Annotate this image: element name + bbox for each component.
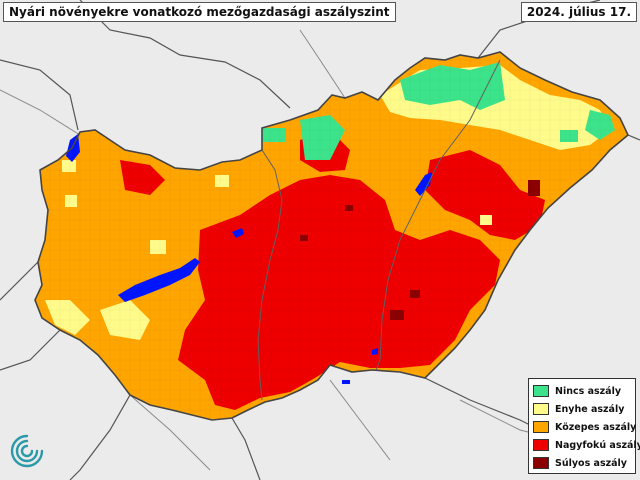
lakes	[66, 134, 432, 384]
legend-item-none: Nincs aszály	[533, 382, 631, 400]
lake-ferto	[66, 134, 80, 162]
legend-label: Közepes aszály	[555, 421, 637, 433]
lake-tisza	[415, 172, 432, 196]
inner-rivers	[257, 59, 501, 401]
lake-velence	[232, 228, 244, 238]
legend-item-extreme: Nagyfokú aszály	[533, 436, 640, 454]
hungary-border	[34, 51, 629, 421]
legend-item-severe: Súlyos aszály	[533, 454, 631, 472]
legend: Nincs aszály Enyhe aszály Közepes aszály…	[528, 378, 640, 474]
map-date: 2024. július 17.	[520, 2, 637, 22]
lake-small-2	[342, 380, 350, 384]
lake-balaton	[118, 258, 200, 302]
legend-label: Nincs aszály	[555, 385, 622, 397]
legend-label: Súlyos aszály	[555, 457, 627, 469]
legend-label: Nagyfokú aszály	[555, 439, 640, 451]
rivers	[0, 29, 601, 471]
map-title: Nyári növényekre vonatkozó mezőgazdasági…	[3, 2, 396, 22]
legend-swatch	[533, 457, 549, 469]
legend-swatch	[533, 439, 549, 451]
swirl-logo-icon	[10, 434, 44, 468]
legend-item-mild: Enyhe aszály	[533, 400, 631, 418]
lake-small	[372, 348, 378, 355]
legend-swatch	[533, 421, 549, 433]
legend-swatch	[533, 385, 549, 397]
legend-swatch	[533, 403, 549, 415]
legend-item-moderate: Közepes aszály	[533, 418, 636, 436]
legend-label: Enyhe aszály	[555, 403, 625, 415]
